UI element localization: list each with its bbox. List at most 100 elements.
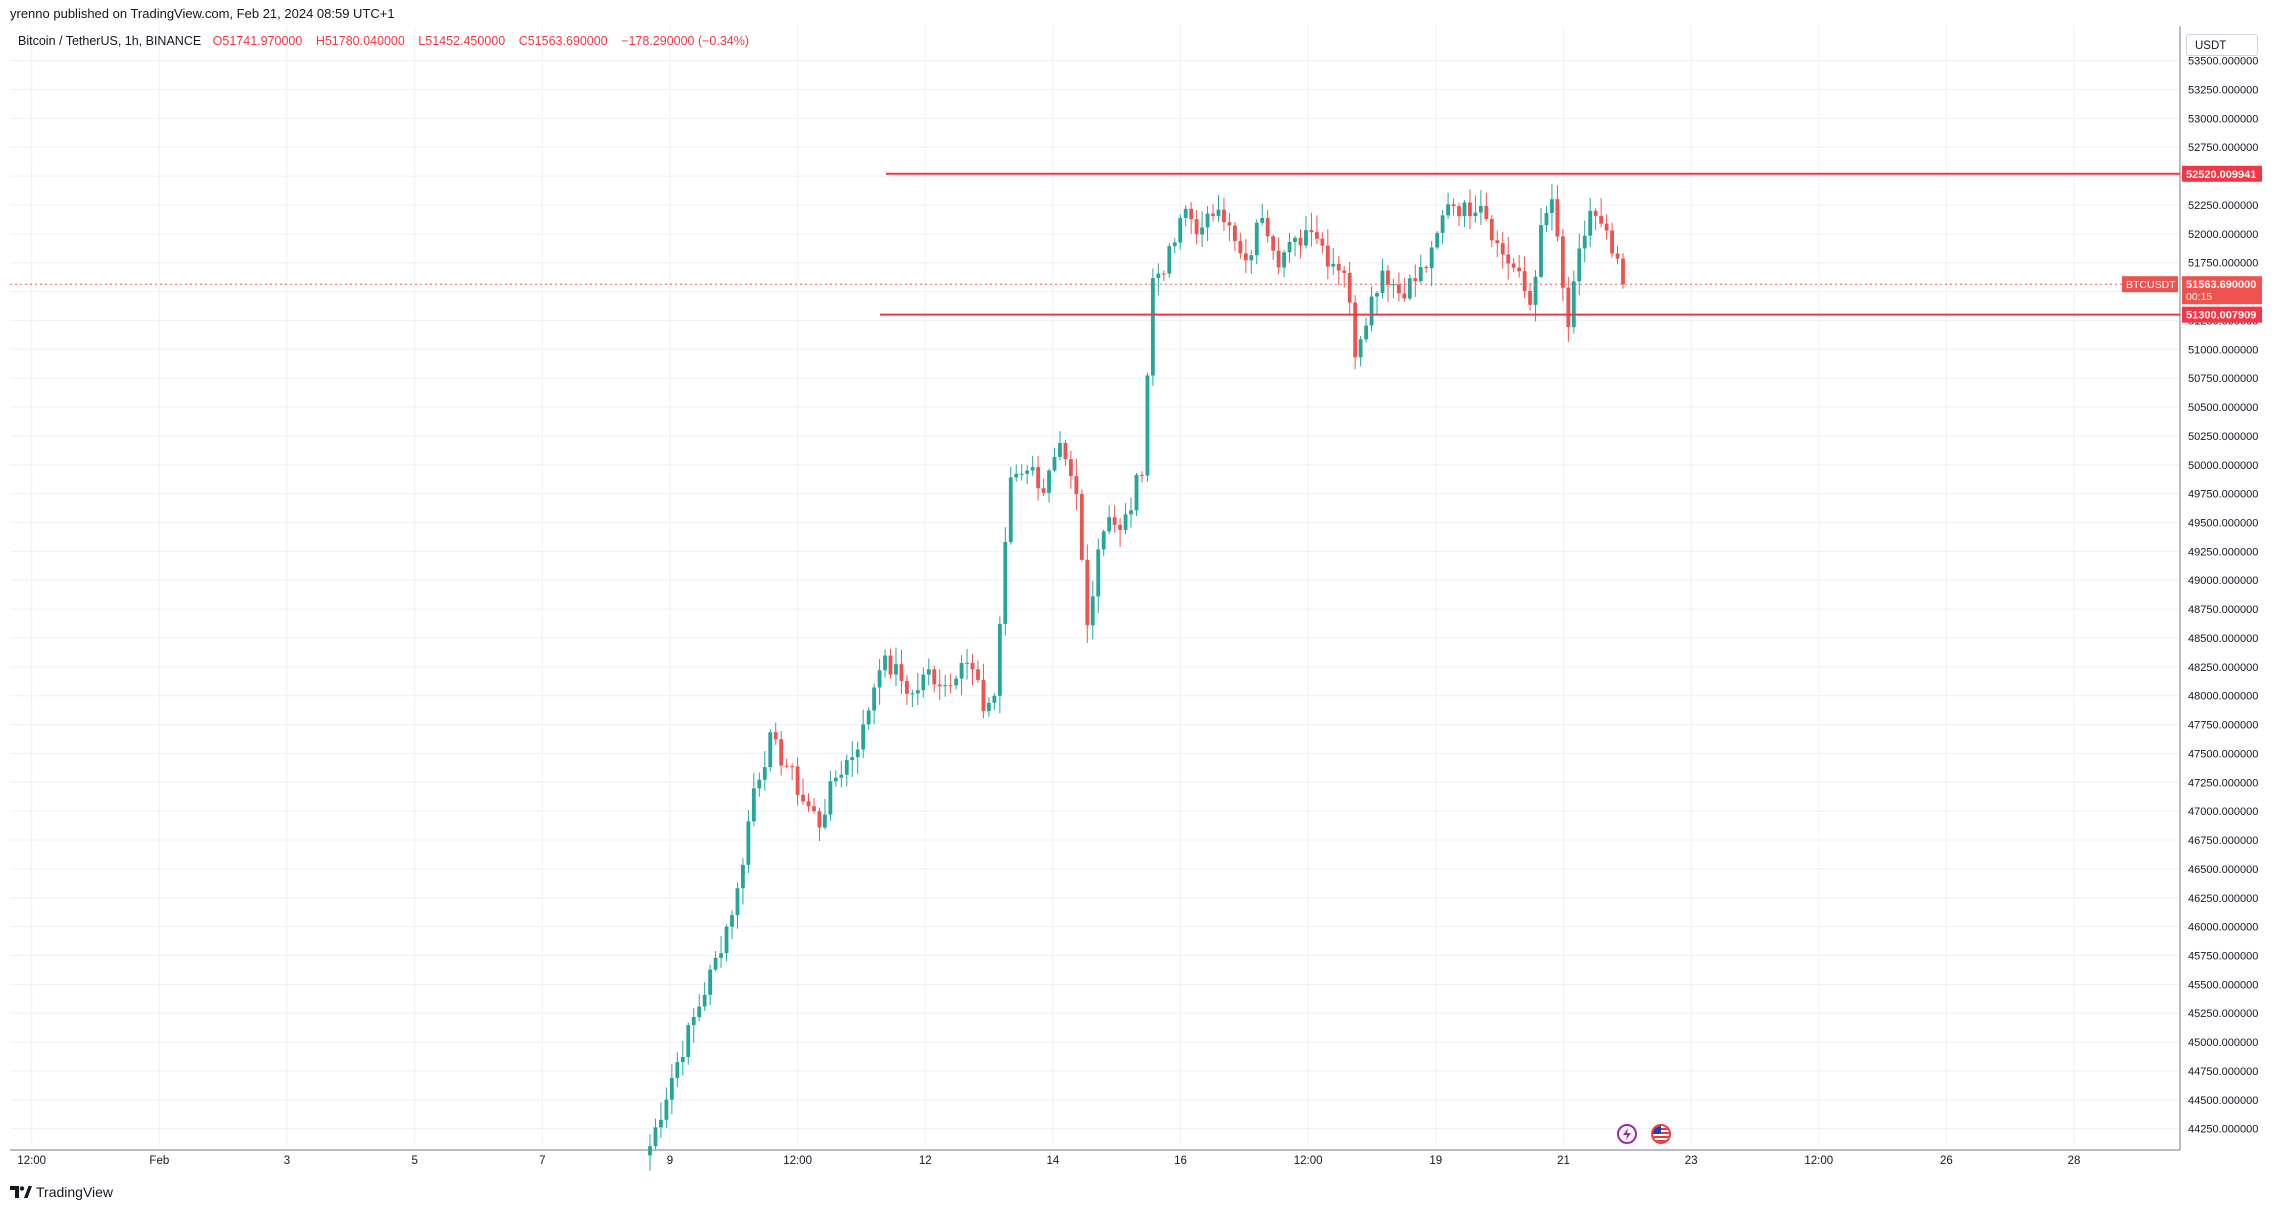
candle-body xyxy=(1593,210,1598,216)
candle-body xyxy=(1298,237,1303,246)
candle-body xyxy=(1429,247,1434,269)
candle-body xyxy=(1222,209,1226,223)
candle-body xyxy=(1101,531,1106,550)
candle-body xyxy=(1194,219,1199,235)
y-tick-label: 47750.000000 xyxy=(2188,720,2258,732)
candle-body xyxy=(1145,375,1150,476)
chart-legend: Bitcoin / TetherUS, 1h, BINANCE O51741.9… xyxy=(18,34,759,48)
candle-body xyxy=(1391,284,1396,286)
candle-body xyxy=(1610,230,1614,254)
candle-body xyxy=(1090,596,1095,626)
candle-body xyxy=(872,687,877,711)
price-chart[interactable]: 44250.000000 44500.000000 44750.000000 4500… xyxy=(10,26,2274,1176)
candle-body xyxy=(1058,442,1062,457)
candle-body xyxy=(1511,263,1516,268)
candle-body xyxy=(724,926,729,954)
y-tick-label: 51750.000000 xyxy=(2188,258,2258,270)
candle-body xyxy=(1287,241,1292,253)
y-tick-label: 48250.000000 xyxy=(2188,662,2258,674)
candle-body xyxy=(1304,230,1308,246)
y-tick-label: 53500.000000 xyxy=(2188,56,2258,68)
y-tick-label: 52750.000000 xyxy=(2188,142,2258,154)
x-tick-label: 12 xyxy=(919,1155,932,1167)
candle-body xyxy=(1096,549,1101,597)
y-tick-label: 50250.000000 xyxy=(2188,431,2258,443)
candle-body xyxy=(844,760,849,775)
candle-body xyxy=(1003,542,1008,624)
candle-body xyxy=(1178,217,1183,243)
ohlc-values: O51741.970000 H51780.040000 L51452.45000… xyxy=(213,34,759,48)
brand-footer[interactable]: TradingView xyxy=(10,1184,113,1200)
y-tick-label: 47000.000000 xyxy=(2188,806,2258,818)
y-tick-label: 53000.000000 xyxy=(2188,113,2258,125)
y-tick-label: 45750.000000 xyxy=(2188,950,2258,962)
candle-body xyxy=(1030,467,1035,471)
x-tick-label: 14 xyxy=(1046,1155,1059,1167)
candle-body xyxy=(981,679,986,712)
candle-body xyxy=(686,1025,691,1058)
candle-body xyxy=(1468,202,1472,217)
y-tick-label: 46500.000000 xyxy=(2188,864,2258,876)
x-tick-label: 12:00 xyxy=(783,1155,812,1167)
candle-body xyxy=(1216,209,1221,216)
x-tick-label: 26 xyxy=(1940,1155,1953,1167)
candle-body xyxy=(1396,284,1401,294)
candle-body xyxy=(1227,222,1232,226)
candle-body xyxy=(1440,215,1445,233)
candle-body xyxy=(1293,237,1297,242)
candle-body xyxy=(1484,206,1489,219)
candle-body xyxy=(790,766,795,768)
y-tick-label: 46750.000000 xyxy=(2188,835,2258,847)
candle-body xyxy=(1533,276,1538,305)
x-tick-label: 7 xyxy=(539,1155,545,1167)
currency-button[interactable]: USDT xyxy=(2186,34,2258,56)
candle-body xyxy=(1566,287,1571,328)
x-tick-label: 23 xyxy=(1685,1155,1698,1167)
open-value: O51741.970000 xyxy=(212,34,303,48)
candle-body xyxy=(1446,204,1450,216)
countdown-label: 00:15 xyxy=(2186,291,2212,303)
candle-body xyxy=(905,680,909,694)
candle-body xyxy=(943,685,948,687)
candle-body xyxy=(954,678,959,686)
candle-body xyxy=(1025,470,1030,474)
candle-body xyxy=(1140,474,1144,476)
candle-body xyxy=(823,814,827,828)
us-flag-icon[interactable] xyxy=(1651,1124,1671,1144)
candle-body xyxy=(959,662,964,679)
candle-body xyxy=(997,623,1002,696)
candle-body xyxy=(1068,459,1073,477)
candle-body xyxy=(861,724,866,750)
tradingview-logo-icon xyxy=(10,1186,32,1198)
chart-area[interactable]: 44250.000000 44500.000000 44750.000000 4500… xyxy=(10,26,2274,1176)
flash-icon[interactable] xyxy=(1617,1124,1637,1144)
candle-body xyxy=(1243,253,1248,261)
x-tick-label: 12:00 xyxy=(17,1155,46,1167)
candle-body xyxy=(1254,222,1259,256)
y-tick-label: 47500.000000 xyxy=(2188,748,2258,760)
x-tick-label: 9 xyxy=(667,1155,673,1167)
candle-body xyxy=(1386,270,1390,285)
candle-body xyxy=(839,774,844,778)
candle-body xyxy=(697,1006,702,1018)
y-tick-label: 44250.000000 xyxy=(2188,1124,2258,1136)
candle-body xyxy=(1418,267,1423,282)
symbol-title[interactable]: Bitcoin / TetherUS, 1h, BINANCE xyxy=(18,34,202,48)
candle-body xyxy=(1238,241,1243,254)
y-tick-label: 49500.000000 xyxy=(2188,517,2258,529)
candle-body xyxy=(1380,270,1385,293)
candle-body xyxy=(1358,339,1363,358)
candle-body xyxy=(1134,474,1139,511)
candle-body xyxy=(1451,204,1456,207)
candle-body xyxy=(1172,242,1177,247)
x-tick-label: 16 xyxy=(1174,1155,1187,1167)
y-tick-label: 48000.000000 xyxy=(2188,691,2258,703)
candle-body xyxy=(1571,281,1576,328)
candle-body xyxy=(719,953,723,958)
x-tick-label: 12:00 xyxy=(1804,1155,1833,1167)
candle-body xyxy=(653,1127,658,1147)
candle-body xyxy=(1129,510,1133,515)
level-price-tag xyxy=(2182,165,2262,182)
candle-body xyxy=(915,690,920,694)
candle-body xyxy=(1200,227,1205,235)
